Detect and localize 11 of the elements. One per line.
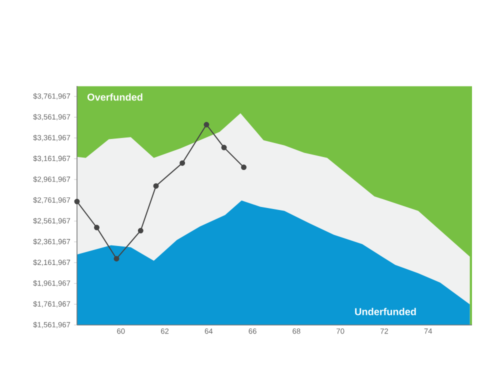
series-label: Overfunded (87, 93, 142, 101)
point (180, 160, 186, 166)
point (241, 164, 247, 170)
point (74, 198, 80, 204)
point (204, 122, 210, 128)
point (114, 256, 120, 262)
point (138, 228, 144, 234)
point (153, 183, 159, 189)
point (221, 144, 227, 150)
point (94, 224, 100, 230)
series-label: Underfunded (355, 308, 416, 316)
